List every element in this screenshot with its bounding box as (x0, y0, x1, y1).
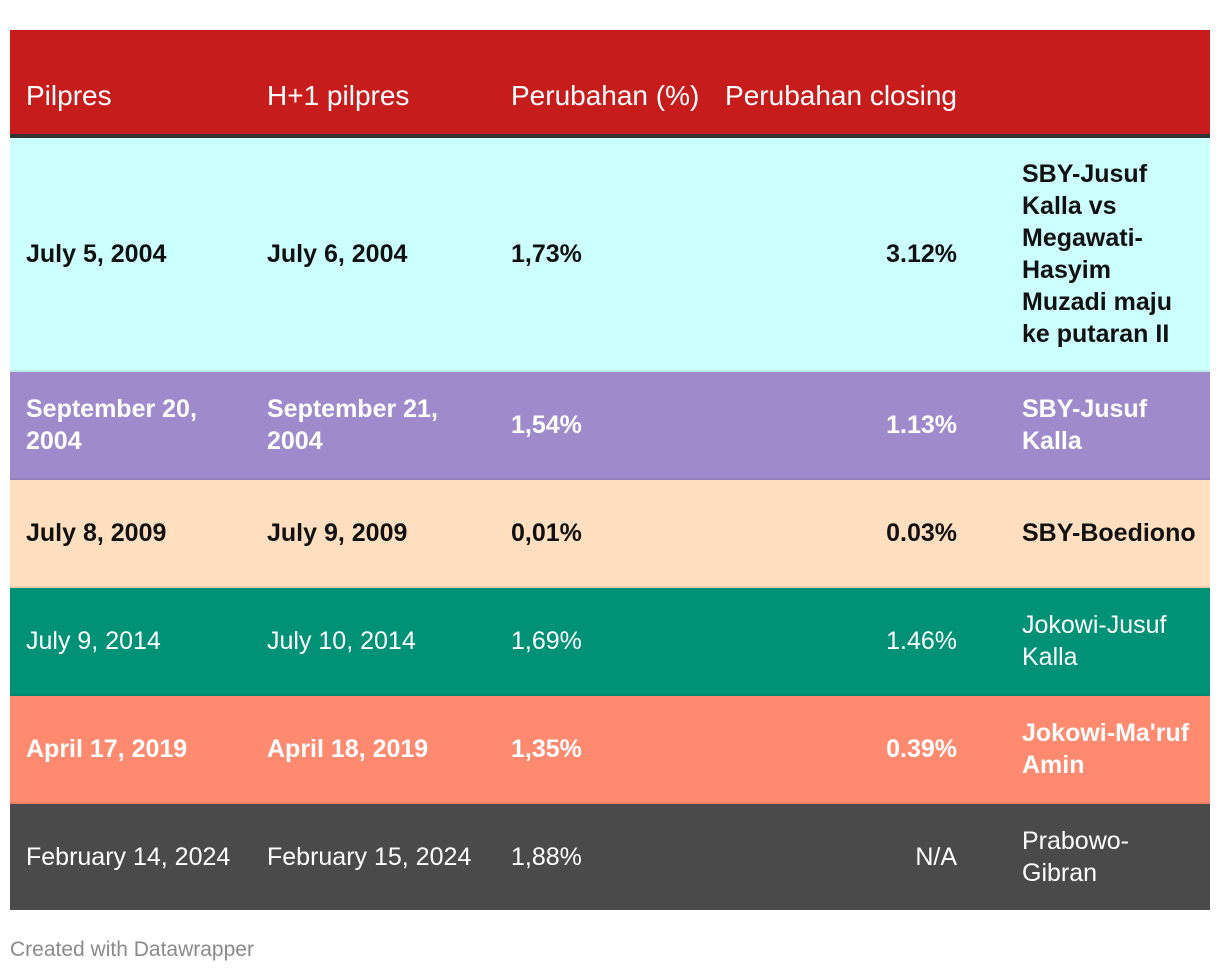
header-perubahan-pct[interactable]: Perubahan (%) (511, 80, 700, 111)
table-row: April 17, 2019 April 18, 2019 1,35% 0.39… (10, 696, 1210, 804)
cell-perubahan-pct: 1,88% (511, 843, 582, 871)
cell-keterangan: Prabowo-Gibran (1022, 827, 1129, 887)
cell-perubahan-pct: 1,73% (511, 240, 582, 268)
cell-h1-pilpres: April 18, 2019 (267, 735, 429, 763)
table-row: February 14, 2024 February 15, 2024 1,88… (10, 804, 1210, 910)
cell-perubahan-closing: 1.13% (886, 411, 957, 439)
cell-pilpres: February 14, 2024 (26, 843, 231, 871)
cell-h1-pilpres: February 15, 2024 (267, 843, 472, 871)
cell-perubahan-closing: 0.03% (886, 519, 957, 547)
cell-perubahan-pct: 1,54% (511, 411, 582, 439)
cell-h1-pilpres: July 10, 2014 (267, 627, 416, 655)
table-row: July 5, 2004 July 6, 2004 1,73% 3.12% SB… (10, 138, 1210, 372)
cell-perubahan-pct: 1,69% (511, 627, 582, 655)
cell-pilpres: September 20, 2004 (26, 395, 197, 455)
datawrapper-credit[interactable]: Created with Datawrapper (10, 938, 254, 961)
cell-keterangan: Jokowi-Ma'ruf Amin (1022, 719, 1190, 779)
cell-h1-pilpres: July 9, 2009 (267, 519, 408, 547)
cell-pilpres: July 9, 2014 (26, 627, 161, 655)
cell-pilpres: July 8, 2009 (26, 519, 167, 547)
data-table: Pilpres H+1 pilpres Perubahan (%) Peruba… (10, 30, 1210, 910)
cell-keterangan: SBY-Boediono (1022, 519, 1196, 547)
cell-keterangan: Jokowi-Jusuf Kalla (1022, 611, 1167, 671)
cell-pilpres: April 17, 2019 (26, 735, 188, 763)
cell-h1-pilpres: July 6, 2004 (267, 240, 408, 268)
table-row: July 8, 2009 July 9, 2009 0,01% 0.03% SB… (10, 480, 1210, 588)
cell-perubahan-closing: 3.12% (886, 240, 957, 268)
table-row: July 9, 2014 July 10, 2014 1,69% 1.46% J… (10, 588, 1210, 696)
cell-perubahan-closing: 0.39% (886, 735, 957, 763)
cell-keterangan: SBY-Jusuf Kalla (1022, 395, 1148, 455)
header-perubahan-closing[interactable]: Perubahan closing (725, 80, 957, 111)
cell-keterangan: SBY-Jusuf Kalla vs Megawati-Hasyim Muzad… (1022, 160, 1173, 348)
cell-perubahan-closing: N/A (915, 843, 957, 871)
header-keterangan[interactable] (957, 30, 1210, 134)
header-pilpres[interactable]: Pilpres (26, 80, 112, 111)
cell-perubahan-closing: 1.46% (886, 627, 957, 655)
header-h1-pilpres[interactable]: H+1 pilpres (267, 80, 410, 111)
cell-h1-pilpres: September 21, 2004 (267, 395, 438, 455)
table-row: September 20, 2004 September 21, 2004 1,… (10, 372, 1210, 480)
cell-perubahan-pct: 0,01% (511, 519, 582, 547)
cell-pilpres: July 5, 2004 (26, 240, 167, 268)
cell-perubahan-pct: 1,35% (511, 735, 582, 763)
table-header: Pilpres H+1 pilpres Perubahan (%) Peruba… (10, 30, 1210, 138)
